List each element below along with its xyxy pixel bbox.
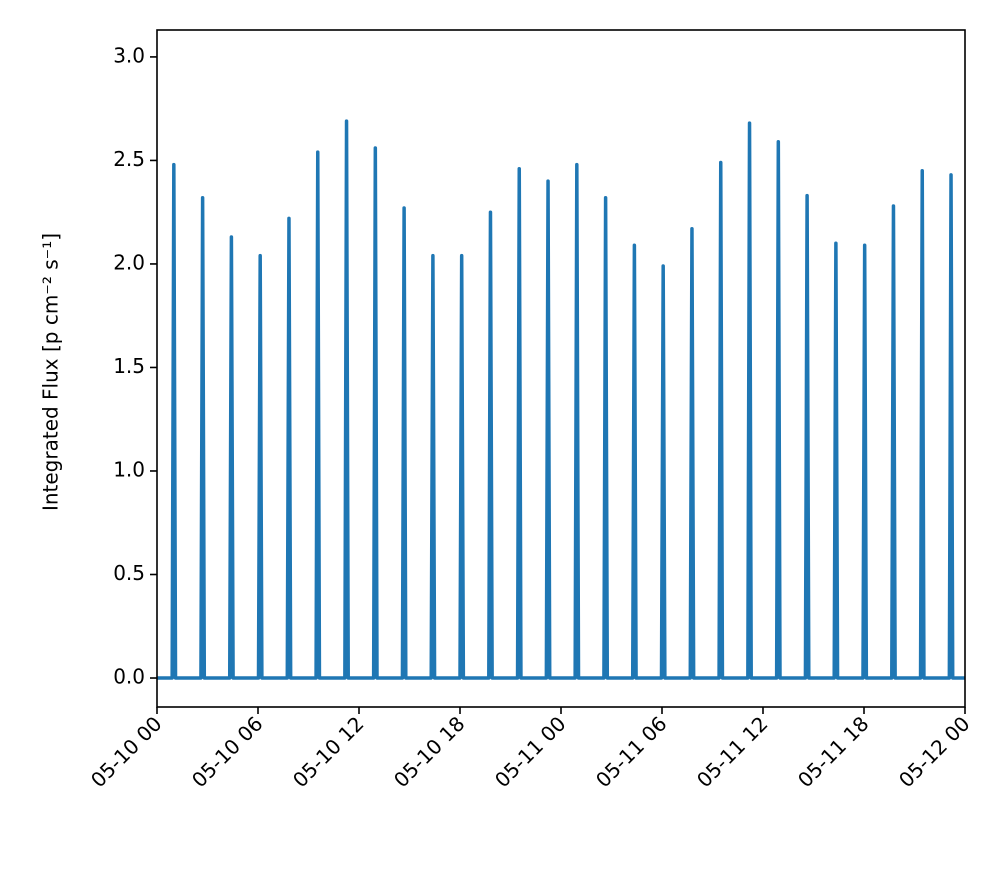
x-tick-label: 05-10 12 [288,712,369,793]
y-tick-label: 0.5 [113,561,145,585]
y-tick-label: 1.5 [113,354,145,378]
y-tick-label: 0.0 [113,665,145,689]
x-tick-label: 05-12 00 [894,712,975,793]
y-tick-label: 1.0 [113,457,145,481]
y-tick-label: 3.0 [113,43,145,67]
y-axis-label: Integrated Flux [p cm⁻² s⁻¹] [39,233,63,511]
x-tick-label: 05-11 12 [692,712,773,793]
x-tick-label: 05-10 06 [187,712,268,793]
x-tick-label: 05-11 00 [490,712,571,793]
plot-frame [156,29,966,708]
x-tick-label: 05-10 00 [86,712,167,793]
x-tick-label: 05-11 18 [793,712,874,793]
y-tick-label: 2.0 [113,250,145,274]
x-tick-label: 05-10 18 [389,712,470,793]
x-tick-label: 05-11 06 [591,712,672,793]
y-tick-label: 2.5 [113,147,145,171]
data-line [157,119,965,680]
